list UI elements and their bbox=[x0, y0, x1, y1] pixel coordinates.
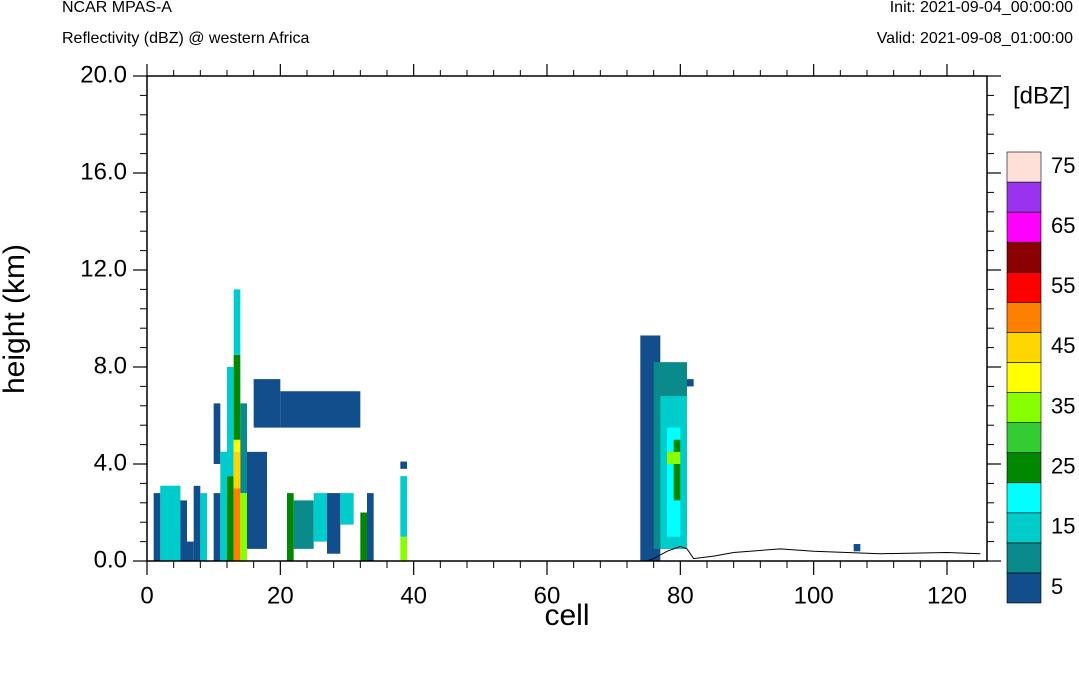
y-tick-label: 8.0 bbox=[94, 352, 127, 379]
reflectivity-cell bbox=[233, 354, 241, 440]
colorbar-units: [dBZ] bbox=[1013, 82, 1070, 109]
reflectivity-cell bbox=[213, 493, 221, 561]
reflectivity-cell bbox=[160, 485, 181, 561]
terrain-profile bbox=[147, 545, 981, 562]
plot-frame bbox=[146, 75, 988, 562]
reflectivity-cell bbox=[327, 493, 341, 554]
reflectivity-cell bbox=[280, 391, 361, 428]
reflectivity-cell bbox=[193, 485, 201, 561]
colorbar-label: 45 bbox=[1051, 333, 1075, 358]
x-tick-label: 40 bbox=[400, 582, 427, 609]
init-time: Init: 2021-09-04_00:00:00 bbox=[889, 0, 1073, 16]
reflectivity-cell bbox=[367, 493, 374, 561]
y-tick-label: 16.0 bbox=[80, 158, 127, 185]
colorbar-swatch bbox=[1006, 482, 1042, 514]
colorbar-label: 5 bbox=[1051, 574, 1063, 599]
reflectivity-cell bbox=[360, 512, 367, 561]
reflectivity-cell bbox=[340, 493, 354, 525]
reflectivity-cell bbox=[160, 485, 181, 501]
colorbar-swatch bbox=[1006, 302, 1042, 333]
x-tick-label: 100 bbox=[794, 582, 834, 609]
reflectivity-cell bbox=[233, 289, 241, 355]
reflectivity-cell bbox=[253, 379, 281, 428]
y-tick-label: 20.0 bbox=[80, 61, 127, 88]
y-axis-label: height (km) bbox=[0, 244, 31, 394]
colorbar-swatch bbox=[1006, 211, 1042, 243]
reflectivity-cell bbox=[200, 493, 207, 561]
reflectivity-cell bbox=[240, 493, 247, 561]
reflectivity-cell bbox=[153, 493, 161, 561]
valid-time: Valid: 2021-09-08_01:00:00 bbox=[876, 30, 1073, 47]
x-tick-label: 120 bbox=[927, 582, 967, 609]
reflectivity-cell bbox=[240, 403, 247, 494]
colorbar-label: 75 bbox=[1051, 153, 1075, 178]
colorbar-swatch bbox=[1006, 362, 1042, 393]
reflectivity-cell bbox=[400, 461, 407, 469]
reflectivity-cells bbox=[153, 289, 861, 561]
colorbar-swatch bbox=[1006, 241, 1042, 273]
reflectivity-cell bbox=[400, 476, 407, 537]
reflectivity-cell bbox=[687, 379, 694, 387]
colorbar-swatch bbox=[1006, 332, 1042, 363]
colorbar-swatch bbox=[1006, 572, 1042, 604]
y-tick-label: 0.0 bbox=[94, 546, 127, 573]
reflectivity-cell bbox=[187, 541, 194, 561]
reflectivity-cell bbox=[247, 451, 267, 549]
colorbar-label: 15 bbox=[1051, 514, 1075, 539]
plot-axes: 0 20 40 60 80 100 120 0.0 4.0 8.0 12.0 16.0 20.0 bbox=[80, 61, 1001, 609]
x-tick-label: 0 bbox=[140, 582, 153, 609]
reflectivity-cell bbox=[227, 476, 234, 561]
colorbar-swatch bbox=[1006, 151, 1042, 183]
colorbar-swatch bbox=[1006, 271, 1042, 303]
reflectivity-cell bbox=[287, 493, 294, 561]
x-axis-label: cell bbox=[544, 599, 589, 632]
reflectivity-cell bbox=[213, 403, 221, 464]
colorbar-swatch bbox=[1006, 452, 1042, 484]
colorbar: 5 15 25 35 45 55 65 75 bbox=[1006, 151, 1075, 604]
x-tick-label: 60 bbox=[534, 582, 561, 609]
colorbar-swatch bbox=[1006, 392, 1042, 423]
y-tick-label: 12.0 bbox=[80, 255, 127, 282]
reflectivity-cell bbox=[233, 451, 241, 489]
colorbar-label: 35 bbox=[1051, 393, 1075, 418]
colorbar-swatch bbox=[1006, 181, 1042, 213]
model-name: NCAR MPAS-A bbox=[62, 0, 172, 16]
reflectivity-cell bbox=[293, 500, 314, 549]
reflectivity-cell bbox=[853, 544, 861, 552]
colorbar-swatch bbox=[1006, 512, 1042, 544]
plot-subtitle: Reflectivity (dBZ) @ western Africa bbox=[62, 30, 310, 47]
colorbar-swatch bbox=[1006, 542, 1042, 574]
reflectivity-cell bbox=[233, 488, 241, 561]
x-tick-label: 20 bbox=[267, 582, 294, 609]
reflectivity-cell bbox=[233, 439, 241, 452]
colorbar-swatch bbox=[1006, 422, 1042, 453]
colorbar-label: 25 bbox=[1051, 454, 1075, 479]
reflectivity-cell bbox=[667, 451, 681, 464]
colorbar-label: 65 bbox=[1051, 213, 1075, 238]
x-tick-label: 80 bbox=[667, 582, 694, 609]
reflectivity-cell bbox=[400, 536, 407, 561]
reflectivity-cell bbox=[313, 493, 327, 542]
terrain-line bbox=[147, 545, 981, 562]
reflectivity-cell bbox=[180, 500, 187, 561]
colorbar-label: 55 bbox=[1051, 273, 1075, 298]
reflectivity-cell bbox=[227, 367, 234, 477]
reflectivity-cell bbox=[220, 451, 227, 561]
y-tick-label: 4.0 bbox=[94, 449, 127, 476]
reflectivity-cell bbox=[673, 439, 681, 501]
